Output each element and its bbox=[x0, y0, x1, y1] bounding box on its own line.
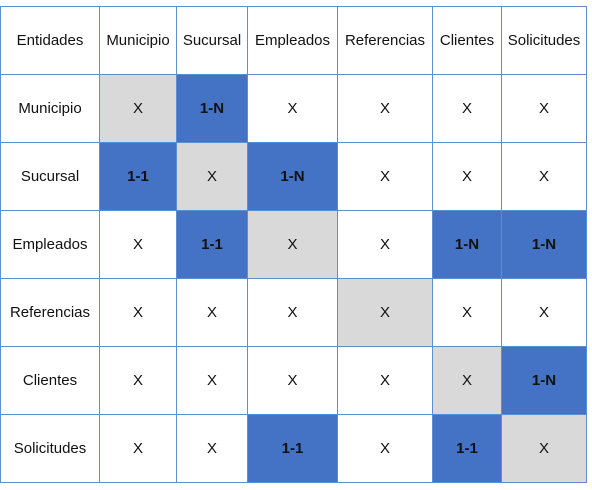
table-row: Clientes X X X X X 1-N bbox=[0, 346, 587, 415]
column-header-municipio: Municipio bbox=[99, 6, 177, 75]
matrix-cell: X bbox=[99, 210, 177, 279]
matrix-cell: X bbox=[337, 414, 433, 483]
matrix-cell: 1-N bbox=[501, 210, 587, 279]
table-row: Municipio X 1-N X X X X bbox=[0, 74, 587, 143]
matrix-cell: X bbox=[501, 278, 587, 347]
table-row: Empleados X 1-1 X X 1-N 1-N bbox=[0, 210, 587, 279]
table-row: Sucursal 1-1 X 1-N X X X bbox=[0, 142, 587, 211]
matrix-cell: X bbox=[176, 278, 248, 347]
matrix-cell: X bbox=[176, 414, 248, 483]
matrix-cell: X bbox=[176, 142, 248, 211]
matrix-cell: X bbox=[99, 278, 177, 347]
row-header-empleados: Empleados bbox=[0, 210, 100, 279]
matrix-cell: 1-N bbox=[176, 74, 248, 143]
matrix-cell: X bbox=[337, 142, 433, 211]
matrix-cell: X bbox=[176, 346, 248, 415]
matrix-cell: X bbox=[501, 74, 587, 143]
matrix-cell: X bbox=[99, 346, 177, 415]
corner-header: Entidades bbox=[0, 6, 100, 75]
matrix-cell: X bbox=[247, 74, 338, 143]
matrix-cell: 1-1 bbox=[99, 142, 177, 211]
row-header-clientes: Clientes bbox=[0, 346, 100, 415]
row-header-solicitudes: Solicitudes bbox=[0, 414, 100, 483]
column-header-sucursal: Sucursal bbox=[176, 6, 248, 75]
matrix-cell: 1-1 bbox=[176, 210, 248, 279]
table-row: Solicitudes X X 1-1 X 1-1 X bbox=[0, 414, 587, 483]
entity-relationship-matrix: Entidades Municipio Sucursal Empleados R… bbox=[0, 6, 587, 483]
row-header-referencias: Referencias bbox=[0, 278, 100, 347]
row-header-sucursal: Sucursal bbox=[0, 142, 100, 211]
column-header-referencias: Referencias bbox=[337, 6, 433, 75]
matrix-cell: X bbox=[247, 278, 338, 347]
column-header-solicitudes: Solicitudes bbox=[501, 6, 587, 75]
matrix-cell: X bbox=[337, 346, 433, 415]
table-row: Referencias X X X X X X bbox=[0, 278, 587, 347]
matrix-cell: X bbox=[432, 278, 502, 347]
matrix-cell: X bbox=[99, 74, 177, 143]
matrix-cell: X bbox=[99, 414, 177, 483]
column-header-clientes: Clientes bbox=[432, 6, 502, 75]
row-header-municipio: Municipio bbox=[0, 74, 100, 143]
matrix-cell: X bbox=[432, 74, 502, 143]
matrix-cell: 1-N bbox=[501, 346, 587, 415]
matrix-cell: X bbox=[337, 210, 433, 279]
matrix-cell: X bbox=[337, 278, 433, 347]
matrix-cell: X bbox=[247, 210, 338, 279]
matrix-cell: 1-1 bbox=[247, 414, 338, 483]
matrix-cell: X bbox=[501, 414, 587, 483]
matrix-cell: X bbox=[337, 74, 433, 143]
matrix-cell: 1-N bbox=[432, 210, 502, 279]
matrix-cell: X bbox=[501, 142, 587, 211]
matrix-cell: X bbox=[247, 346, 338, 415]
header-row: Entidades Municipio Sucursal Empleados R… bbox=[0, 6, 587, 75]
matrix-cell: X bbox=[432, 142, 502, 211]
column-header-empleados: Empleados bbox=[247, 6, 338, 75]
matrix-cell: 1-N bbox=[247, 142, 338, 211]
matrix-cell: 1-1 bbox=[432, 414, 502, 483]
matrix-cell: X bbox=[432, 346, 502, 415]
